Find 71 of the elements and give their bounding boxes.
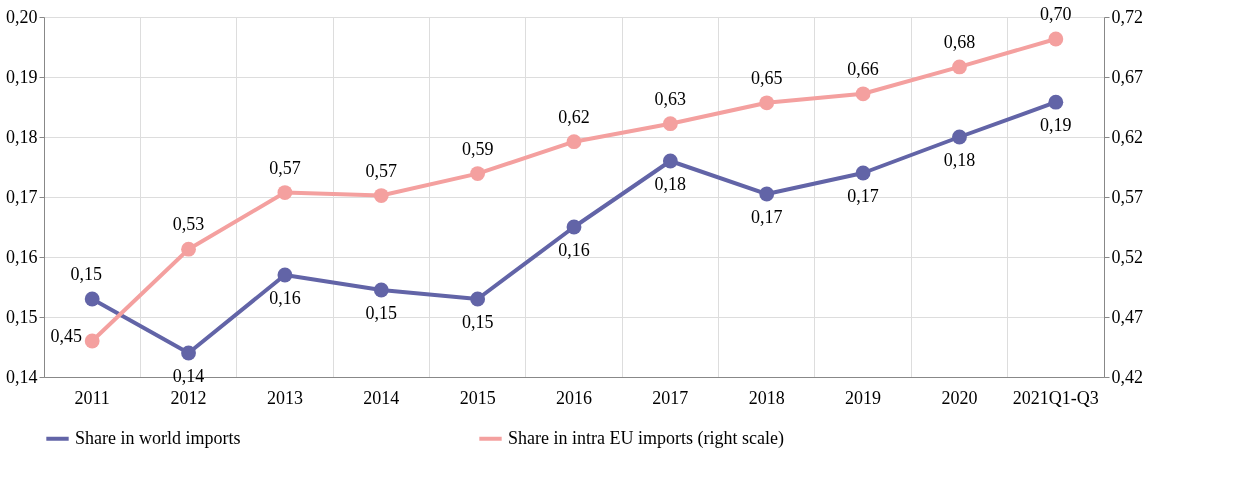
data-label: 0,59 (461, 138, 494, 159)
x-tick-label: 2019 (845, 387, 882, 408)
point (277, 185, 293, 200)
data-label: 0,19 (1040, 115, 1072, 136)
data-label: 0,57 (269, 157, 301, 178)
point (1048, 31, 1064, 47)
data-label: 0,16 (269, 288, 301, 308)
x-tick-label: 2018 (748, 387, 785, 408)
point (662, 153, 678, 169)
point (952, 59, 967, 75)
point (373, 188, 389, 203)
y-tick-label: 0,14 (6, 366, 38, 387)
data-label: 0,17 (847, 186, 879, 206)
point (566, 219, 582, 235)
data-label: 0,15 (70, 264, 102, 284)
y2-tick-label: 0,57 (1111, 186, 1143, 207)
data-label: 0,17 (750, 207, 783, 227)
x-tick-label: 2014 (363, 387, 400, 408)
y-tick-label: 0,16 (6, 246, 38, 267)
data-label: 0,45 (50, 326, 82, 346)
legend-label: Share in intra EU imports (right scale) (508, 427, 784, 449)
data-label: 0,63 (654, 88, 687, 109)
point (952, 129, 967, 145)
x-tick-label: 2011 (74, 387, 110, 408)
x-tick-label: 2021Q1-Q3 (1012, 387, 1099, 408)
y-tick-label: 0,19 (6, 66, 38, 87)
data-label: 0,14 (172, 366, 205, 386)
point (855, 86, 871, 102)
point (759, 186, 775, 202)
x-tick-label: 2012 (170, 387, 207, 408)
y2-tick-label: 0,42 (1111, 366, 1143, 387)
legend-label: Share in world imports (75, 427, 241, 448)
data-label: 0,15 (365, 303, 398, 323)
data-label: 0,18 (943, 150, 976, 170)
point (566, 134, 582, 150)
data-label: 0,66 (847, 58, 879, 79)
point (470, 291, 486, 307)
y-tick-label: 0,18 (6, 126, 38, 147)
y-tick-label: 0,20 (6, 6, 38, 27)
x-tick-label: 2015 (459, 387, 496, 408)
point (662, 116, 678, 132)
x-tick-label: 2016 (556, 387, 592, 408)
data-label: 0,18 (654, 174, 687, 194)
y2-tick-label: 0,47 (1111, 306, 1143, 327)
y2-tick-label: 0,52 (1111, 246, 1143, 267)
y2-tick-label: 0,67 (1111, 66, 1143, 87)
point (373, 282, 389, 298)
x-tick-label: 2017 (652, 387, 689, 408)
point (759, 95, 775, 111)
point (181, 241, 196, 257)
data-label: 0,15 (461, 312, 494, 332)
point (84, 333, 100, 349)
point (277, 267, 293, 283)
data-label: 0,57 (365, 160, 398, 181)
x-tick-label: 2013 (266, 387, 303, 408)
point (181, 345, 196, 361)
data-label: 0,53 (172, 214, 205, 235)
x-tick-label: 2020 (941, 387, 978, 408)
data-label: 0,16 (558, 240, 590, 260)
y2-tick-label: 0,72 (1111, 6, 1143, 27)
data-label: 0,62 (558, 106, 590, 127)
point (84, 291, 100, 307)
y-tick-label: 0,15 (6, 306, 38, 327)
data-label: 0,65 (750, 67, 783, 88)
point (470, 166, 486, 181)
y2-tick-label: 0,62 (1111, 126, 1143, 147)
data-label: 0,70 (1040, 3, 1072, 24)
data-label: 0,68 (943, 31, 976, 52)
point (855, 165, 871, 181)
point (1048, 94, 1064, 110)
y-tick-label: 0,17 (6, 186, 38, 207)
